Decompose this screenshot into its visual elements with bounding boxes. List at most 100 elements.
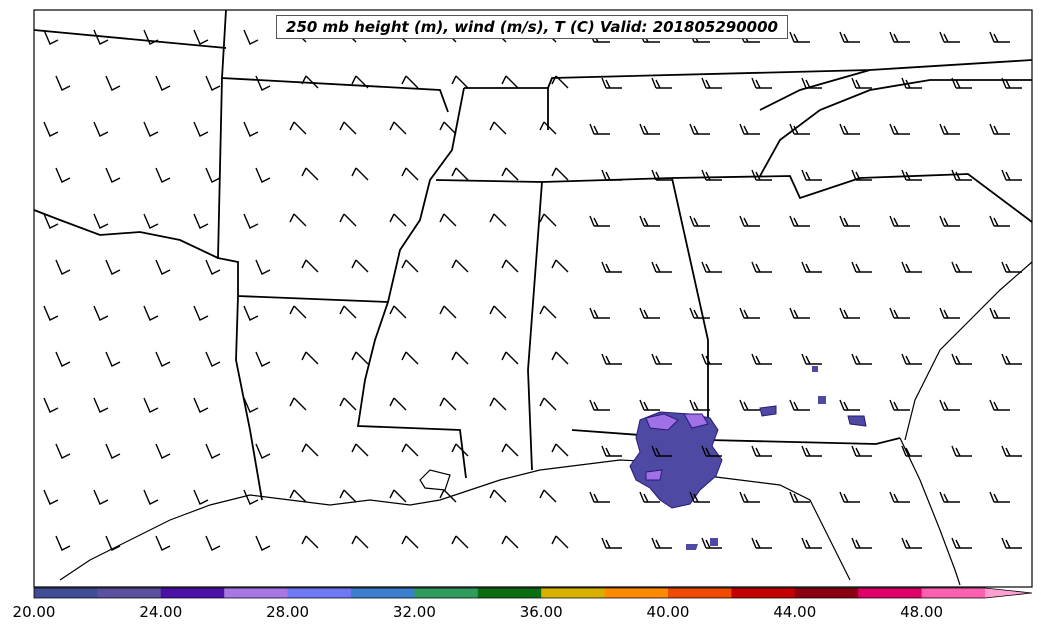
wind-barb	[851, 353, 872, 365]
wind-barb	[301, 535, 319, 549]
wind-barb	[951, 261, 972, 273]
wind-barb	[889, 123, 910, 135]
wind-barb	[651, 77, 672, 89]
wind-barb	[689, 399, 710, 411]
wind-barb	[439, 489, 457, 503]
colorbar-segment	[34, 588, 98, 598]
colorbar-tick-label: 48.00	[900, 603, 944, 621]
wind-barb	[939, 31, 960, 43]
wind-barb	[143, 397, 159, 413]
wind-barb	[889, 307, 910, 319]
wind-barb	[389, 121, 407, 135]
wind-barb	[839, 215, 860, 227]
wind-barb	[539, 213, 557, 227]
wind-barb	[105, 535, 121, 551]
wind-barb	[551, 259, 569, 273]
wind-barb	[551, 535, 569, 549]
wind-barb	[851, 445, 872, 457]
wind-barb	[639, 491, 660, 503]
colorbar-segment	[287, 588, 352, 598]
wind-barb	[551, 351, 569, 365]
wind-barb	[489, 489, 507, 503]
wind-barb	[901, 353, 922, 365]
wind-barb	[193, 397, 209, 413]
wind-barb	[43, 121, 59, 137]
wind-barb	[989, 123, 1010, 135]
wind-barb	[93, 121, 109, 137]
wind-barb	[689, 491, 710, 503]
wind-barb	[539, 305, 557, 319]
wind-barb	[489, 121, 507, 135]
wind-barb	[751, 353, 772, 365]
colorbar-segment	[97, 588, 162, 598]
wind-barb	[989, 491, 1010, 503]
wind-barb	[589, 491, 610, 503]
wind-barb	[751, 261, 772, 273]
wind-barb	[243, 29, 259, 45]
wind-barb	[351, 443, 369, 457]
wind-barb	[1001, 537, 1022, 549]
wind-barb	[789, 123, 810, 135]
wind-barb	[951, 537, 972, 549]
wind-barb	[243, 213, 259, 229]
wind-barb	[901, 445, 922, 457]
wind-barb	[351, 167, 369, 181]
wind-barb	[589, 123, 610, 135]
wind-barb	[489, 397, 507, 411]
wind-barb	[951, 353, 972, 365]
wind-barb	[589, 399, 610, 411]
wind-barb	[401, 167, 419, 181]
wind-barb	[389, 305, 407, 319]
wind-barb	[489, 305, 507, 319]
colorbar-tick-label: 20.00	[12, 603, 56, 621]
wind-barb	[801, 537, 822, 549]
wind-barb	[451, 535, 469, 549]
wind-barb	[601, 77, 622, 89]
wind-barb	[339, 397, 357, 411]
wind-barb	[939, 307, 960, 319]
wind-barb	[439, 305, 457, 319]
wind-barb	[401, 351, 419, 365]
wind-barb	[255, 351, 271, 367]
wind-barb	[1001, 445, 1022, 457]
wind-barb	[989, 31, 1010, 43]
wind-barb	[1001, 77, 1022, 89]
colorbar-segment	[921, 588, 986, 598]
wind-barb	[93, 29, 109, 45]
wind-barb	[339, 213, 357, 227]
wind-barb	[401, 535, 419, 549]
wind-barb	[901, 169, 922, 181]
wind-barb	[243, 121, 259, 137]
wind-barb	[501, 75, 519, 89]
wind-barb	[951, 445, 972, 457]
colorbar-outline	[33, 587, 1033, 599]
wind-barb	[143, 29, 159, 45]
wind-barb	[105, 259, 121, 275]
wind-barb	[501, 535, 519, 549]
wind-barb	[601, 353, 622, 365]
wind-barb	[689, 215, 710, 227]
wind-barb	[701, 77, 722, 89]
wind-barb	[205, 259, 221, 275]
wind-barb	[301, 443, 319, 457]
wind-barb	[401, 259, 419, 273]
wind-barb	[193, 29, 209, 45]
colorbar-segment	[160, 588, 225, 598]
wind-barb	[43, 489, 59, 505]
wind-barb	[889, 399, 910, 411]
wind-barb	[839, 491, 860, 503]
colorbar-segment	[477, 588, 542, 598]
colorbar-segment	[858, 588, 923, 598]
wind-barb	[751, 169, 772, 181]
wind-barb	[451, 443, 469, 457]
wind-barb	[401, 443, 419, 457]
wind-barb	[143, 121, 159, 137]
wind-barb	[289, 305, 307, 319]
wind-barb	[105, 167, 121, 183]
wind-barb	[451, 259, 469, 273]
wind-barb	[651, 169, 672, 181]
wind-barb	[539, 489, 557, 503]
wind-barb	[205, 443, 221, 459]
wind-barb	[951, 169, 972, 181]
wind-barb	[701, 537, 722, 549]
